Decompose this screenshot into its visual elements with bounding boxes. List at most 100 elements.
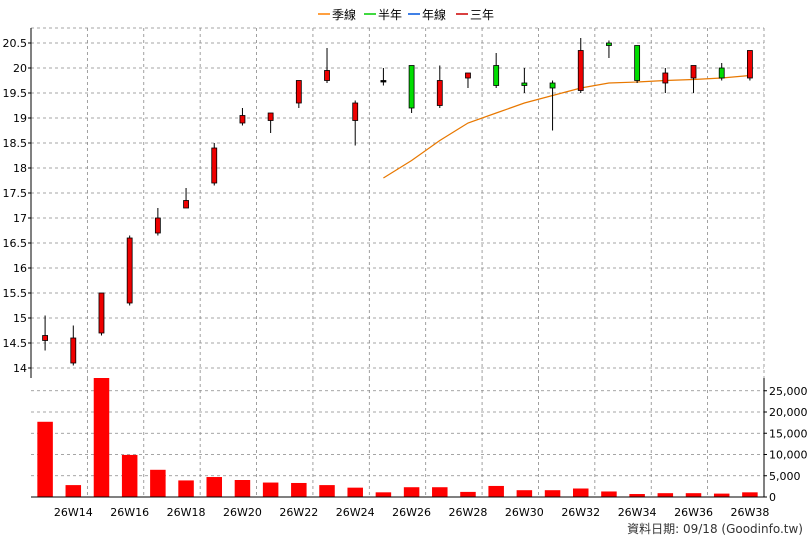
price-tick-label: 16.5	[3, 237, 28, 250]
candle-body	[70, 337, 77, 364]
candle	[211, 143, 218, 186]
candle-body	[521, 82, 528, 86]
price-tick-label: 18	[13, 162, 27, 175]
candle	[747, 50, 753, 81]
candle	[662, 68, 669, 93]
candle-body	[42, 335, 48, 341]
volume-bar	[742, 492, 758, 497]
candle	[690, 65, 697, 93]
candle	[295, 80, 302, 108]
candle	[493, 53, 500, 88]
candle-body	[211, 147, 218, 184]
candle-body	[408, 65, 415, 109]
price-tick-label: 15.5	[3, 287, 28, 300]
x-tick-label: 26W38	[730, 506, 769, 519]
volume-bar	[150, 469, 166, 497]
volume-bar	[262, 482, 279, 497]
candle-body	[295, 80, 302, 104]
price-tick-label: 20.5	[3, 37, 28, 50]
price-tick-label: 19	[13, 112, 27, 125]
volume-bar	[432, 487, 448, 497]
candles	[42, 38, 753, 366]
candle	[126, 235, 133, 306]
candle-body	[577, 50, 584, 91]
candle	[465, 72, 471, 88]
volume-bar	[544, 490, 561, 497]
candle	[521, 68, 528, 93]
volume-tick-label: 5,000	[769, 470, 801, 483]
legend-item: 三年	[456, 8, 494, 22]
candle-body	[606, 42, 612, 46]
volume-tick-label: 0	[769, 491, 776, 504]
candle-body	[662, 72, 669, 84]
x-tick-label: 26W36	[674, 506, 713, 519]
candle	[98, 292, 105, 336]
price-tick-label: 14	[13, 362, 27, 375]
price-tick-label: 17.5	[3, 187, 28, 200]
legend-label: 年線	[422, 7, 446, 22]
x-tick-label: 26W20	[223, 506, 262, 519]
legend-item: 年線	[408, 7, 446, 22]
x-tick-label: 26W28	[449, 506, 488, 519]
candle-body	[465, 72, 471, 79]
legend-item: 半年	[364, 8, 402, 22]
volume-bar	[629, 494, 645, 497]
x-axis-ticks: 26W14 26W16 26W18 26W20 26W22 26W24 26W26 26W28…	[54, 506, 769, 519]
candle	[634, 45, 641, 83]
volume-bar	[516, 490, 533, 497]
footer-data-date: 資料日期: 09/18 (Goodinfo.tw)	[627, 522, 803, 536]
volume-bar	[93, 378, 110, 497]
legend-label: 半年	[378, 8, 402, 22]
volume-bar	[375, 492, 392, 497]
candle-body	[183, 200, 189, 209]
volume-bar	[685, 493, 702, 497]
legend: 季線 半年 年線 三年	[318, 7, 494, 22]
candle-body	[239, 115, 246, 124]
candle	[183, 188, 189, 209]
price-panel: 14 14.5 15 15.5 16 16.5 17 17.5 18 18.5 19 19.5 20 20…	[3, 27, 765, 378]
volume-bar	[347, 487, 363, 497]
price-tick-label: 15	[13, 312, 27, 325]
volume-bar	[657, 493, 674, 497]
volume-panel: 0 5,000 10,000 15,000 20,000 25,000	[31, 378, 808, 504]
candle	[239, 108, 246, 126]
candle-body	[267, 112, 274, 121]
candle-body	[690, 65, 697, 79]
x-tick-label: 26W24	[336, 506, 375, 519]
volume-bar	[319, 485, 335, 497]
x-tick-label: 26W14	[54, 506, 93, 519]
x-tick-label: 26W22	[279, 506, 318, 519]
volume-bar	[460, 491, 476, 497]
x-tick-label: 26W18	[167, 506, 206, 519]
candle	[549, 80, 556, 131]
candle	[577, 38, 584, 93]
volume-tick-label: 10,000	[769, 449, 808, 462]
volume-tick-label: 15,000	[769, 427, 808, 440]
candle-body	[549, 82, 556, 89]
candle-body	[493, 65, 500, 86]
ma-line-quarter	[383, 74, 750, 179]
volume-bar	[488, 485, 504, 497]
candle	[324, 48, 330, 83]
volume-bar	[206, 477, 223, 497]
ma-series	[383, 74, 750, 179]
price-tick-label: 17	[13, 212, 27, 225]
candle-body	[380, 80, 387, 83]
price-tick-label: 14.5	[3, 337, 28, 350]
price-tick-label: 18.5	[3, 137, 28, 150]
legend-item: 季線	[318, 7, 356, 22]
candle-body	[126, 237, 133, 304]
volume-bar	[65, 485, 82, 497]
legend-label: 三年	[470, 8, 494, 22]
volume-bar	[403, 487, 420, 497]
x-tick-label: 26W32	[561, 506, 600, 519]
volume-bar	[178, 480, 194, 497]
candle-body	[154, 217, 161, 234]
candle	[352, 100, 359, 146]
volume-y-axis-ticks: 0 5,000 10,000 15,000 20,000 25,000	[764, 385, 808, 504]
legend-label: 季線	[332, 7, 356, 22]
volume-tick-label: 20,000	[769, 406, 808, 419]
volume-bar	[37, 421, 53, 497]
